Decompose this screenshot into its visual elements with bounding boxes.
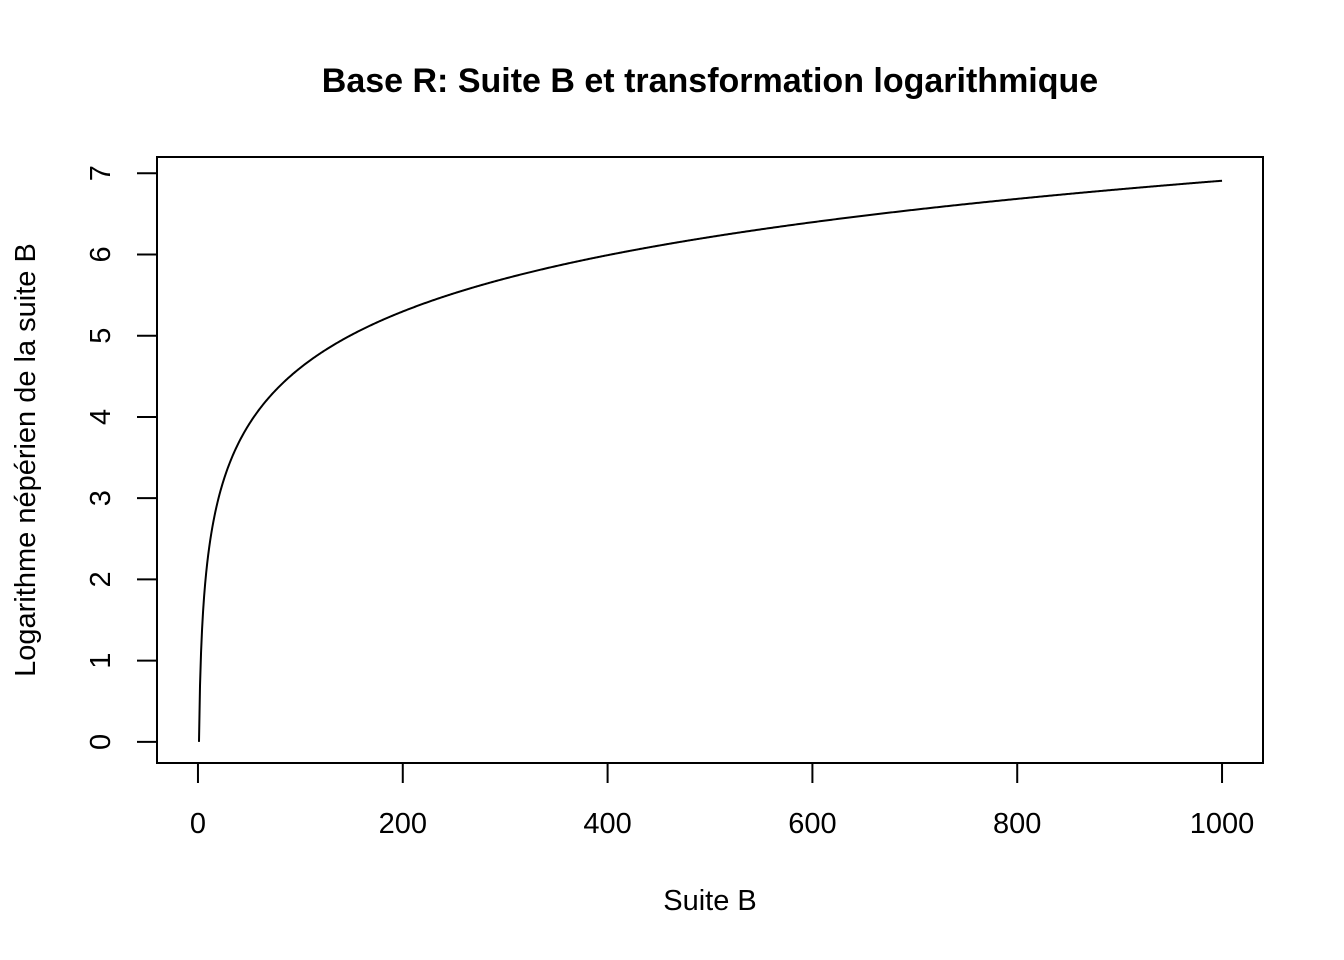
- x-tick-label: 1000: [1190, 808, 1255, 840]
- y-axis-label: Logarithme népérien de la suite B: [10, 243, 42, 677]
- y-tick-label: 5: [85, 328, 117, 344]
- x-tick-label: 600: [788, 808, 836, 840]
- y-tick-label: 0: [85, 734, 117, 750]
- y-axis: 0 1 2 3 4 5 6 7: [85, 165, 158, 750]
- x-tick-label: 400: [583, 808, 631, 840]
- chart-title: Base R: Suite B et transformation logari…: [322, 62, 1098, 100]
- series-layer: [197, 179, 1223, 742]
- y-tick-label: 3: [85, 490, 117, 506]
- y-tick-label: 1: [85, 653, 117, 669]
- y-tick-label: 6: [85, 246, 117, 262]
- x-axis-label: Suite B: [663, 885, 757, 917]
- plot-frame: [156, 156, 1264, 764]
- x-tick-label: 800: [993, 808, 1041, 840]
- x-tick-label: 200: [379, 808, 427, 840]
- y-tick-label: 7: [85, 165, 117, 181]
- y-tick-label: 2: [85, 571, 117, 587]
- x-tick-label: 0: [190, 808, 206, 840]
- y-tick-label: 4: [85, 409, 117, 425]
- x-axis: 0 200 400 600 800 1000: [190, 762, 1255, 840]
- series-line-log: [197, 179, 1223, 742]
